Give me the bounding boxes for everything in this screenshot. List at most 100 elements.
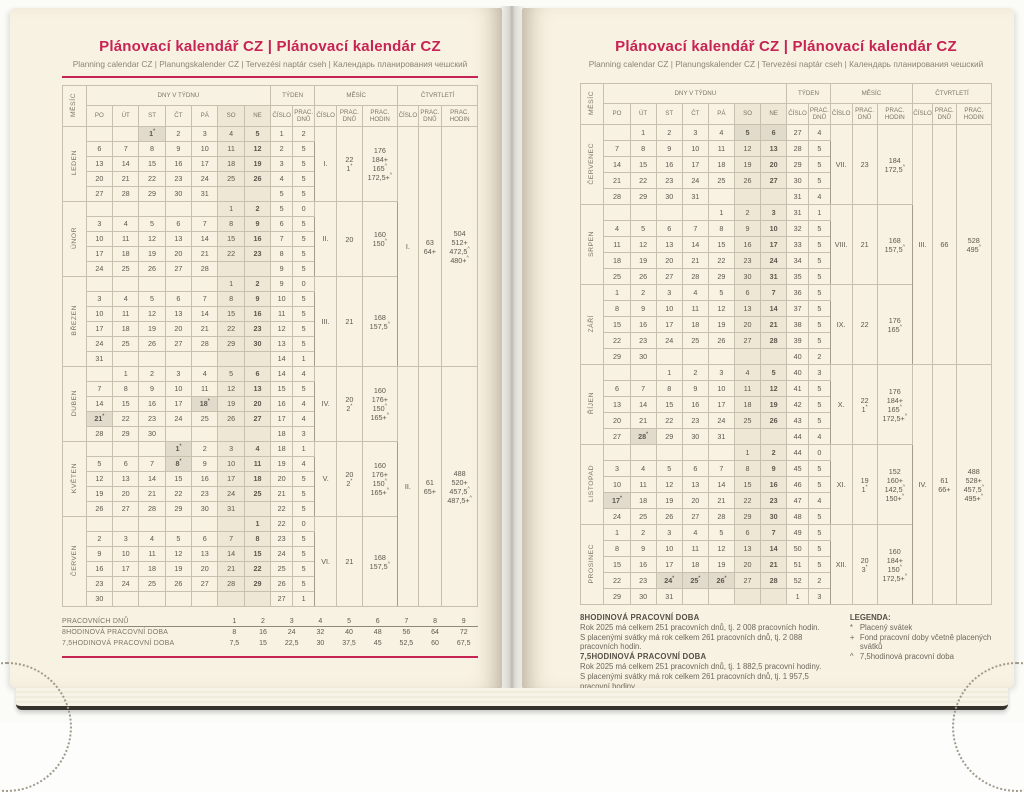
- day-cell: 18: [733, 396, 762, 413]
- day-cell: 3: [655, 524, 683, 541]
- day-cell: 9: [629, 540, 657, 557]
- month-workdays: 21: [851, 204, 878, 285]
- week-number: 14: [270, 366, 294, 382]
- day-cell: 29: [603, 348, 631, 365]
- day-cell: 8: [217, 291, 245, 307]
- day-cell: [760, 348, 788, 365]
- summary-value: 3: [289, 617, 294, 625]
- day-cell: [603, 204, 631, 221]
- day-cell: 15: [733, 476, 762, 493]
- week-workdays: 5: [292, 141, 316, 157]
- day-cell: 18: [217, 156, 245, 172]
- day-cell: 26: [733, 172, 762, 189]
- day-cell: 27: [112, 501, 140, 517]
- bottom-rule: [62, 656, 478, 658]
- day-cell: 8*: [164, 456, 193, 472]
- day-cell: 2: [760, 444, 788, 461]
- day-cell: [112, 591, 140, 607]
- day-cell: [191, 351, 219, 367]
- day-cell: 10: [191, 141, 219, 157]
- month-label: BŘEZEN: [62, 276, 87, 367]
- quarter-workdays: 66: [932, 124, 957, 365]
- day-cell: [655, 444, 683, 461]
- month-workhours: 168 157,5^: [876, 204, 913, 285]
- day-cell: 1: [243, 516, 272, 532]
- month-label: ČERVENEC: [579, 124, 605, 205]
- week-number: 27: [270, 591, 294, 607]
- day-cell: 5: [760, 364, 788, 381]
- day-cell: 12: [164, 546, 193, 562]
- day-cell: 10: [655, 540, 683, 557]
- day-cell: [138, 441, 166, 457]
- day-cell: 17: [655, 316, 683, 333]
- day-cell: 31: [85, 351, 114, 367]
- header-day-čt: ČT: [681, 103, 709, 125]
- week-workdays: 5: [292, 216, 316, 232]
- header-sub: PRAC. DNŮ: [807, 103, 831, 125]
- day-cell: 15: [217, 306, 245, 322]
- day-cell: 4: [138, 531, 166, 547]
- week-workdays: 4: [292, 396, 316, 412]
- week-workdays: 5: [807, 236, 831, 253]
- header-quarter-group: ČTVRTLETÍ: [911, 83, 993, 104]
- month-label: ZÁŘÍ: [579, 284, 605, 365]
- legend-text: 7,5hodinová pracovní doba: [859, 652, 954, 662]
- week-workdays: 1: [292, 441, 316, 457]
- week-workdays: 4: [807, 188, 831, 205]
- month-workdays: 20 2*: [336, 441, 363, 517]
- week-workdays: 5: [292, 231, 316, 247]
- month-workhours: 176 184+ 165^ 172,5+^: [361, 126, 399, 202]
- summary-value: 67,5: [456, 640, 471, 647]
- day-cell: 13: [191, 546, 219, 562]
- day-cell: [217, 261, 245, 277]
- day-cell: 10: [681, 140, 709, 157]
- day-cell: 27: [733, 332, 762, 349]
- day-cell: [112, 351, 140, 367]
- day-cell: 3: [760, 204, 788, 221]
- day-cell: 9: [243, 291, 272, 307]
- month-label: LISTOPAD: [579, 444, 605, 525]
- header-sub: PRAC. DNŮ: [336, 105, 363, 127]
- day-cell: 19: [138, 246, 166, 262]
- day-cell: [85, 441, 114, 457]
- day-cell: 23: [85, 576, 114, 592]
- day-cell: 23: [760, 492, 788, 509]
- week-workdays: 5: [292, 336, 316, 352]
- day-cell: [603, 364, 631, 381]
- day-cell: 27: [760, 172, 788, 189]
- day-cell: 19: [243, 156, 272, 172]
- month-workhours: 160 184+ 150^ 172,5+^: [876, 524, 913, 605]
- day-cell: [112, 126, 140, 142]
- day-cell: 8: [112, 381, 140, 397]
- quarter-workdays: 61 65+: [417, 366, 443, 607]
- day-cell: 17: [707, 396, 735, 413]
- day-cell: 4: [191, 366, 219, 382]
- day-cell: [243, 426, 272, 442]
- day-cell: 6: [603, 380, 631, 397]
- month-label: ŘÍJEN: [579, 364, 605, 445]
- week-number: 40: [786, 348, 809, 365]
- day-cell: 14: [85, 396, 114, 412]
- week-number: 32: [786, 220, 809, 237]
- month-workhours: 184 172,5^: [876, 124, 913, 205]
- day-cell: 9: [191, 456, 219, 472]
- week-workdays: 5: [807, 476, 831, 493]
- day-cell: 27: [164, 336, 193, 352]
- day-cell: 24: [707, 412, 735, 429]
- header-day-st: ST: [655, 103, 683, 125]
- month-workhours: 160 176+ 150^ 165+^: [361, 366, 399, 442]
- week-workdays: 5: [807, 332, 831, 349]
- day-cell: [760, 588, 788, 605]
- day-cell: [733, 428, 762, 445]
- day-cell: 8: [655, 380, 683, 397]
- month-label: ČERVEN: [62, 516, 87, 607]
- week-workdays: 5: [292, 546, 316, 562]
- week-number: 52: [786, 572, 809, 589]
- day-cell: 20: [85, 171, 114, 187]
- month-number: XI.: [829, 444, 853, 525]
- week-workdays: 5: [292, 246, 316, 262]
- week-number: 29: [786, 156, 809, 173]
- day-cell: 30: [681, 428, 709, 445]
- day-cell: 17*: [603, 492, 631, 509]
- day-cell: 10: [760, 220, 788, 237]
